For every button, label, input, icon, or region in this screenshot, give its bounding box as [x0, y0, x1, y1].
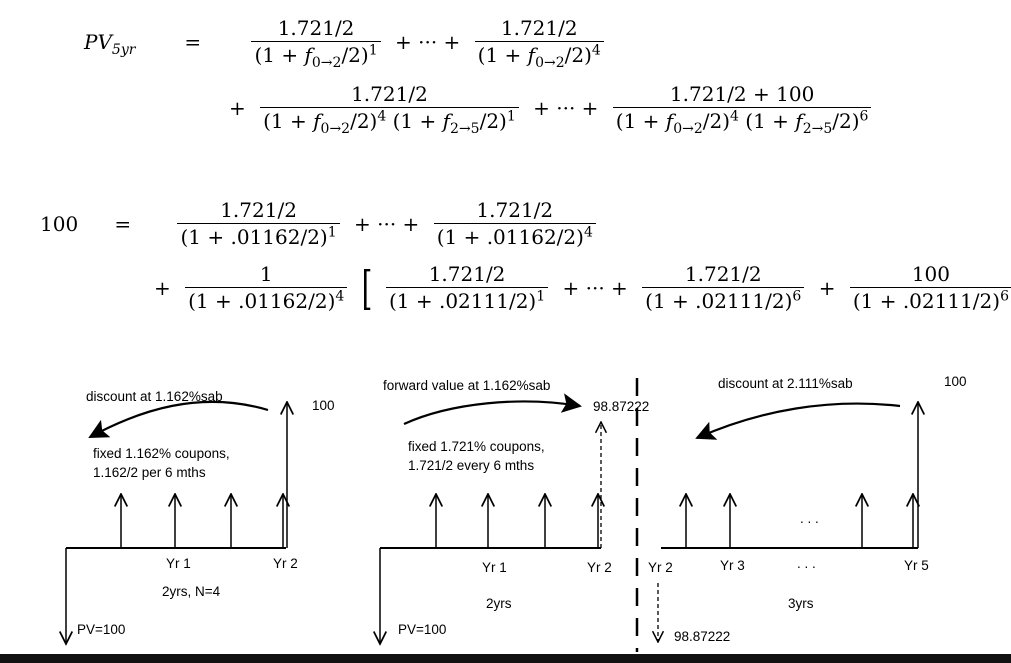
period-label: 2yrs: [486, 596, 512, 611]
equation-par-line2: + 1 (1 + .01162/2)4 [ 1.721/2 (1 + .0211…: [150, 264, 1011, 311]
fraction-term: 1.721/2 (1 + f0→2/2)4 (1 + f2→5/2)1: [260, 84, 519, 137]
fraction-term: 1.721/2 (1 + .01162/2)1: [177, 200, 340, 249]
pv-label: PV=100: [77, 622, 126, 637]
discount-curve-arrow: [88, 400, 269, 438]
forward-value-number: 98.87222: [593, 399, 650, 414]
yr5-label: Yr 5: [904, 558, 929, 573]
numerator: 1.721/2: [260, 84, 519, 108]
value-label: 98.87222: [674, 629, 731, 644]
numerator: 1.721/2: [642, 264, 805, 288]
yr1-label: Yr 1: [482, 560, 507, 575]
denominator: (1 + f0→2/2)4 (1 + f2→5/2)6: [615, 108, 869, 137]
denominator: (1 + f0→2/2)1: [254, 42, 378, 71]
denominator: (1 + f0→2/2)4 (1 + f2→5/2)1: [263, 108, 516, 137]
fraction-term: 1.721/2 (1 + .02111/2)1: [385, 264, 549, 313]
fraction-term: 1.721/2 (1 + .01162/2)4: [433, 200, 596, 249]
numerator: 1: [185, 264, 348, 288]
period-label: 2yrs, N=4: [162, 584, 221, 599]
ellipsis-plus: + ··· +: [394, 29, 461, 54]
pv-label: PV=100: [398, 622, 447, 637]
ellipsis-top: . . .: [800, 511, 819, 526]
yr2-label: Yr 2: [648, 560, 673, 575]
coupon-desc-line1: fixed 1.721% coupons,: [408, 439, 545, 454]
denominator: (1 + .02111/2)1: [388, 288, 546, 313]
ellipsis-plus: + ··· +: [562, 275, 628, 300]
yr1-label: Yr 1: [166, 556, 191, 571]
principal-100-label: 100: [312, 398, 335, 413]
equation-pv5yr-line1: PV5yr = 1.721/2 (1 + f0→2/2)1 + ··· + 1.…: [80, 18, 608, 71]
denominator: (1 + .01162/2)1: [180, 224, 337, 249]
denominator: (1 + .01162/2)4: [188, 288, 345, 313]
equals-sign: =: [114, 211, 132, 236]
ellipsis-axis: . . .: [797, 556, 816, 571]
equals-sign: =: [184, 29, 202, 54]
bottom-border-bar: [0, 654, 1011, 663]
denominator: (1 + .02111/2)6: [645, 288, 802, 313]
discount-label: discount at 1.162%sab: [86, 389, 223, 404]
numerator: 100: [849, 264, 1011, 288]
equation-pv5yr-line2: + 1.721/2 (1 + f0→2/2)4 (1 + f2→5/2)1 + …: [225, 84, 875, 137]
yr2-label: Yr 2: [587, 560, 612, 575]
discount-label: discount at 2.111%sab: [718, 376, 853, 391]
denominator: (1 + .01162/2)4: [436, 224, 593, 249]
principal-100-label: 100: [944, 374, 967, 389]
forward-value-label: forward value at 1.162%sab: [383, 378, 551, 393]
discount-curve-arrow: [695, 402, 901, 440]
numerator: 1.721/2: [385, 264, 549, 288]
denominator: (1 + f0→2/2)4: [477, 42, 601, 71]
numerator: 1.721/2: [433, 200, 596, 224]
denominator: (1 + .02111/2)6: [852, 288, 1009, 313]
ellipsis-plus: + ··· +: [533, 95, 599, 120]
forward-curve-arrow: [403, 393, 582, 426]
numerator: 1.721/2 + 100: [612, 84, 872, 108]
numerator: 1.721/2: [177, 200, 340, 224]
fraction-term: 1.721/2 (1 + .02111/2)6: [642, 264, 805, 313]
coupon-desc-line1: fixed 1.162% coupons,: [93, 446, 230, 461]
period-label: 3yrs: [788, 596, 814, 611]
ellipsis-plus: + ··· +: [354, 211, 420, 236]
equation-par-line1: 100 = 1.721/2 (1 + .01162/2)1 + ··· + 1.…: [36, 200, 600, 247]
par-lhs: 100: [40, 211, 79, 236]
pv5yr-lhs: PV5yr: [84, 29, 136, 58]
middle-cashflow-diagram: [380, 393, 601, 644]
coupon-desc-line2: 1.721/2 every 6 mths: [408, 458, 535, 473]
fraction-term: 1.721/2 (1 + f0→2/2)4: [474, 18, 604, 71]
plus-sign: +: [154, 275, 171, 300]
numerator: 1.721/2: [251, 18, 381, 42]
yr2-label: Yr 2: [273, 556, 298, 571]
numerator: 1.721/2: [474, 18, 604, 42]
fraction-term: 100 (1 + .02111/2)6: [849, 264, 1011, 313]
fraction-term: 1.721/2 (1 + f0→2/2)1: [251, 18, 381, 71]
left-cashflow-diagram: [66, 402, 287, 644]
coupon-desc-line2: 1.162/2 per 6 mths: [93, 465, 206, 480]
yr3-label: Yr 3: [720, 558, 745, 573]
right-cashflow-diagram: [658, 402, 918, 642]
plus-sign: +: [818, 275, 836, 300]
fraction-term: 1.721/2 + 100 (1 + f0→2/2)4 (1 + f2→5/2)…: [612, 84, 872, 137]
fraction-term: 1 (1 + .01162/2)4: [185, 264, 348, 313]
plus-sign: +: [229, 95, 246, 120]
left-bracket: [: [361, 260, 373, 315]
